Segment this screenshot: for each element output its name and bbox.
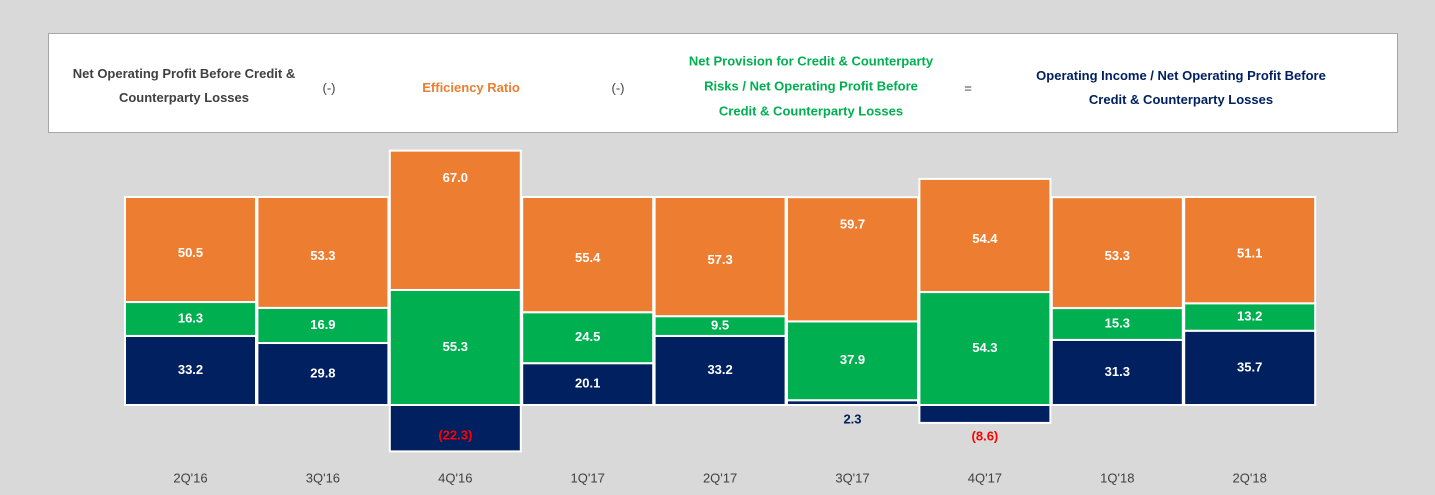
operator: = (964, 80, 972, 96)
bar-segment (786, 196, 919, 323)
bar-segment (388, 288, 522, 407)
bar-segment (521, 196, 655, 314)
bar-segment (256, 342, 390, 406)
x-tick-label: 4Q'16 (438, 470, 472, 485)
bar-segment (918, 404, 1052, 424)
bar-segment (124, 196, 257, 304)
bar-segment (1183, 302, 1317, 332)
bar-segment (918, 177, 1052, 294)
x-tick-label: 1Q'18 (1100, 470, 1134, 485)
bar-segment (786, 320, 919, 402)
value-label: (22.3) (438, 428, 472, 443)
value-label: 54.4 (972, 231, 998, 246)
value-label: 2.3 (843, 411, 861, 426)
value-label: 33.2 (178, 362, 203, 377)
legend-entry: Net Provision for Credit & Counterparty … (688, 53, 934, 119)
x-tick-label: 4Q'17 (968, 470, 1002, 485)
legend-entry: Operating Income / Net Operating Profit … (1036, 68, 1326, 107)
value-label: 31.3 (1105, 364, 1130, 379)
legend: Net Operating Profit Before Credit & Cou… (48, 33, 1398, 133)
value-label: 55.4 (575, 250, 601, 265)
bar-segment (918, 291, 1052, 406)
bar-segment (256, 306, 390, 345)
x-tick-label: 2Q'17 (703, 470, 737, 485)
operator: (-) (611, 80, 625, 96)
x-tick-label: 1Q'17 (571, 470, 605, 485)
x-tick-label: 2Q'18 (1233, 470, 1267, 485)
value-label: 16.9 (310, 317, 335, 332)
x-tick-label: 3Q'17 (835, 470, 869, 485)
bar-segment (653, 196, 787, 318)
bar-segment (256, 196, 390, 309)
value-label: 24.5 (575, 329, 600, 344)
bar-segment (388, 149, 522, 291)
value-label: 57.3 (707, 252, 732, 267)
value-label: 35.7 (1237, 359, 1262, 374)
value-label: 53.3 (310, 248, 335, 263)
bar-segment (521, 311, 655, 365)
bar-segment (124, 334, 257, 406)
value-label: 37.9 (840, 352, 865, 367)
bar-segment (388, 404, 522, 453)
value-label: 13.2 (1237, 308, 1262, 323)
value-label: 29.8 (310, 365, 335, 380)
bar-segment (1183, 329, 1317, 406)
bar-segment (1183, 196, 1317, 305)
value-label: (8.6) (972, 428, 999, 443)
bar-segment (1050, 338, 1184, 406)
value-label: 53.3 (1105, 248, 1130, 263)
x-tick-label: 2Q'16 (173, 470, 207, 485)
value-label: 59.7 (840, 217, 865, 232)
value-label: 33.2 (707, 362, 732, 377)
value-label: 67.0 (443, 170, 468, 185)
x-tick-label: 3Q'16 (306, 470, 340, 485)
value-label: 55.3 (443, 339, 468, 354)
value-label: 54.3 (972, 340, 997, 355)
value-label: 50.5 (178, 245, 203, 260)
bar-segment (653, 334, 787, 406)
legend-entry: Efficiency Ratio (422, 80, 520, 95)
value-label: 15.3 (1105, 315, 1130, 330)
value-label: 20.1 (575, 376, 600, 391)
operator: (-) (322, 80, 336, 96)
value-label: 9.5 (711, 318, 729, 333)
value-label: 51.1 (1237, 246, 1262, 261)
bar-segment (1050, 196, 1184, 310)
value-label: 16.3 (178, 310, 203, 325)
legend-total: Net Operating Profit Before Credit & Cou… (72, 66, 296, 105)
